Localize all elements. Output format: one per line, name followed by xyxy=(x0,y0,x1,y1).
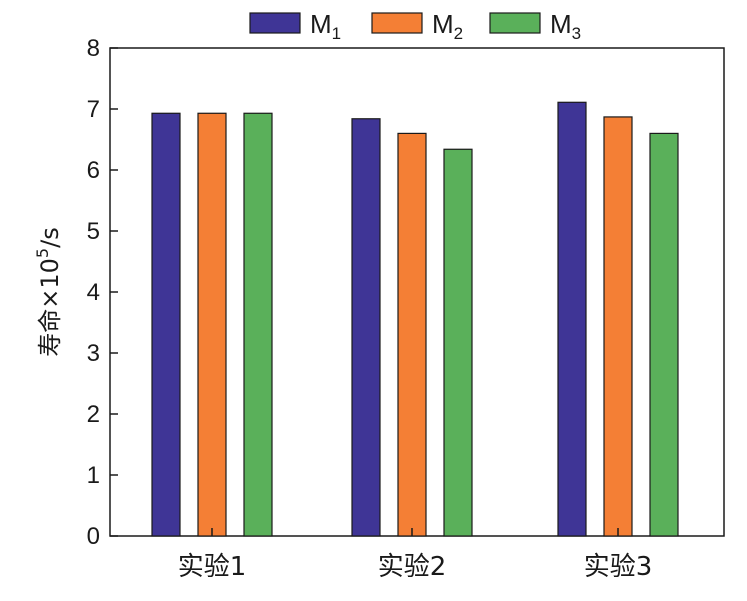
x-axis: 实验1 实验2 实验3 xyxy=(178,552,653,582)
x-category-label: 实验3 xyxy=(584,552,653,582)
bar-3-1 xyxy=(243,112,273,537)
y-tick-label: 7 xyxy=(87,96,100,123)
bar-2-3 xyxy=(603,116,633,537)
legend-label-sub: 1 xyxy=(332,24,341,43)
legend-label-sub: 3 xyxy=(572,24,581,43)
legend-label-2: M2 xyxy=(432,9,463,43)
bar-1-1 xyxy=(151,112,181,537)
y-tick-label: 3 xyxy=(87,340,100,367)
legend-swatch-1 xyxy=(249,12,301,34)
legend-label-1: M1 xyxy=(310,9,341,43)
bar-3-3 xyxy=(649,132,679,537)
legend-label-main: M xyxy=(550,9,572,39)
bars-group xyxy=(151,101,679,537)
legend: M1 M2 M3 xyxy=(249,9,581,43)
y-tick-label: 6 xyxy=(87,157,100,184)
bar-2-1 xyxy=(197,112,227,537)
legend-label-3: M3 xyxy=(550,9,581,43)
x-category-label: 实验1 xyxy=(178,552,247,582)
y-tick-label: 4 xyxy=(87,279,100,306)
legend-label-main: M xyxy=(432,9,454,39)
bar-3-2 xyxy=(443,148,473,537)
y-tick-label: 1 xyxy=(87,462,100,489)
y-axis-label-main: 寿命×10 xyxy=(36,258,64,357)
y-tick-label: 0 xyxy=(87,523,100,550)
legend-label-main: M xyxy=(310,9,332,39)
x-category-label: 实验2 xyxy=(378,552,447,582)
y-axis-label: 寿命×105/s xyxy=(33,227,64,356)
y-tick-label: 8 xyxy=(87,35,100,62)
legend-swatch-2 xyxy=(371,12,423,34)
bar-1-3 xyxy=(557,101,587,537)
y-axis: 0 1 2 3 4 5 6 7 8 xyxy=(87,35,118,550)
y-axis-label-unit: /s xyxy=(36,227,64,248)
bar-2-2 xyxy=(397,132,427,537)
legend-label-sub: 2 xyxy=(454,24,463,43)
y-tick-label: 5 xyxy=(87,218,100,245)
y-tick-label: 2 xyxy=(87,401,100,428)
legend-swatch-3 xyxy=(489,12,541,34)
bar-1-2 xyxy=(351,118,381,537)
y-axis-label-sup: 5 xyxy=(33,248,52,258)
